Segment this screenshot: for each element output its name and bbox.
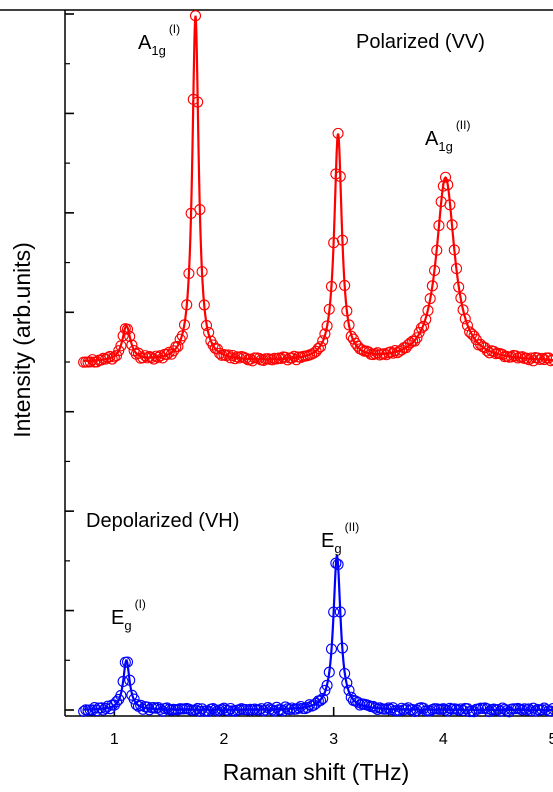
fit-line bbox=[83, 555, 553, 712]
x-tick-label: 2 bbox=[220, 731, 229, 748]
eg-1-label: Eg(I) bbox=[111, 597, 146, 633]
data-point bbox=[113, 345, 125, 357]
data-point bbox=[110, 350, 123, 362]
data-point bbox=[461, 319, 474, 332]
data-point bbox=[214, 347, 226, 359]
data-point bbox=[545, 705, 553, 717]
data-point bbox=[174, 333, 186, 345]
data-point bbox=[439, 171, 452, 183]
x-axis-title: Raman shift (THz) bbox=[223, 759, 410, 785]
data-point bbox=[172, 340, 184, 352]
a1g-2-label: A1g(II) bbox=[425, 118, 470, 154]
data-point bbox=[163, 346, 175, 358]
data-point bbox=[409, 335, 421, 347]
data-point bbox=[317, 335, 329, 347]
data-point bbox=[466, 328, 478, 340]
y-axis-title: Intensity (arb.units) bbox=[9, 242, 35, 438]
data-point bbox=[415, 322, 427, 334]
eg-2-label: Eg(II) bbox=[321, 520, 359, 556]
data-point bbox=[314, 341, 327, 353]
data-point bbox=[314, 694, 327, 707]
x-tick-label: 1 bbox=[110, 731, 119, 748]
polarized-label: Polarized (VV) bbox=[356, 31, 485, 53]
data-point bbox=[121, 323, 134, 335]
data-point bbox=[411, 332, 423, 344]
data-point bbox=[126, 339, 138, 351]
data-point bbox=[317, 692, 329, 705]
data-point bbox=[319, 684, 331, 697]
data-point bbox=[543, 352, 553, 364]
data-point bbox=[527, 702, 539, 714]
data-point bbox=[108, 699, 120, 711]
x-tick-labels: 1 2 3 4 5 bbox=[110, 731, 553, 748]
data-point bbox=[356, 344, 368, 356]
series-1 bbox=[78, 555, 553, 718]
data-point bbox=[518, 703, 531, 715]
data-point bbox=[459, 313, 471, 325]
data-point bbox=[222, 705, 234, 717]
a1g-1-label: A1g(I) bbox=[138, 22, 180, 58]
depolarized-label: Depolarized (VH) bbox=[86, 510, 239, 532]
series-0 bbox=[78, 10, 553, 368]
x-tick-label: 3 bbox=[329, 731, 338, 748]
y-ticks bbox=[65, 13, 74, 711]
series-layer bbox=[78, 10, 553, 718]
fit-line bbox=[83, 15, 553, 362]
data-point bbox=[350, 337, 362, 349]
data-point bbox=[343, 684, 355, 696]
data-point bbox=[194, 705, 206, 717]
x-tick-label: 4 bbox=[439, 731, 448, 748]
data-point bbox=[78, 705, 90, 717]
data-point bbox=[161, 348, 173, 361]
data-point bbox=[547, 703, 553, 715]
x-tick-label: 5 bbox=[549, 731, 553, 748]
